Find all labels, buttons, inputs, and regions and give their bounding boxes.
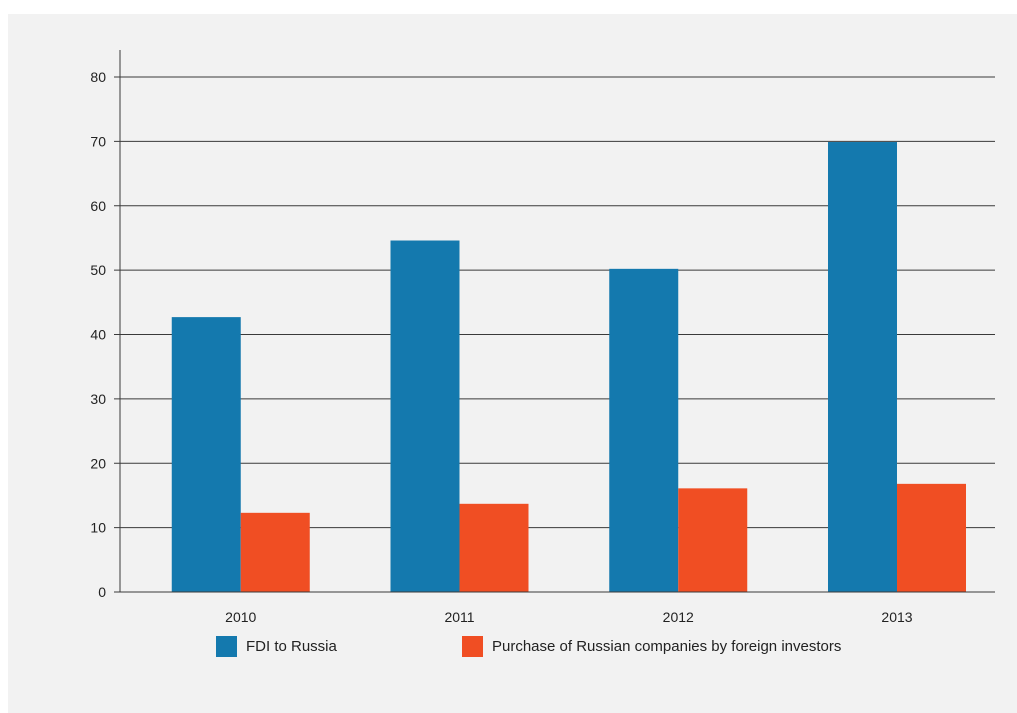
bar-fdi-2012	[609, 268, 679, 592]
bar-fdi-2010	[171, 317, 241, 592]
bar-fdi-2011	[390, 240, 460, 592]
y-tick-label: 0	[98, 584, 106, 600]
bar-purchase-2010	[240, 512, 310, 592]
x-tick-label: 2010	[225, 609, 256, 625]
bars	[171, 142, 966, 593]
y-tick-label: 50	[90, 262, 106, 278]
bar-purchase-2012	[678, 488, 748, 592]
y-tick-label: 60	[90, 198, 106, 214]
bar-purchase-2011	[459, 503, 529, 592]
bar-purchase-2013	[897, 483, 966, 592]
y-tick-label: 80	[90, 69, 106, 85]
tick-labels: 0 10 20 30 40 50 60 70 80 2010 2011 2012 2013	[90, 69, 912, 625]
y-tick-label: 70	[90, 133, 106, 149]
y-tick-label: 30	[90, 391, 106, 407]
y-tick-label: 10	[90, 520, 106, 536]
x-tick-label: 2013	[881, 609, 912, 625]
axes	[114, 50, 995, 593]
y-tick-label: 20	[90, 455, 106, 471]
x-tick-label: 2011	[444, 609, 474, 625]
x-tick-label: 2012	[663, 609, 694, 625]
y-tick-label: 40	[90, 327, 106, 343]
bar-fdi-2013	[828, 142, 897, 593]
